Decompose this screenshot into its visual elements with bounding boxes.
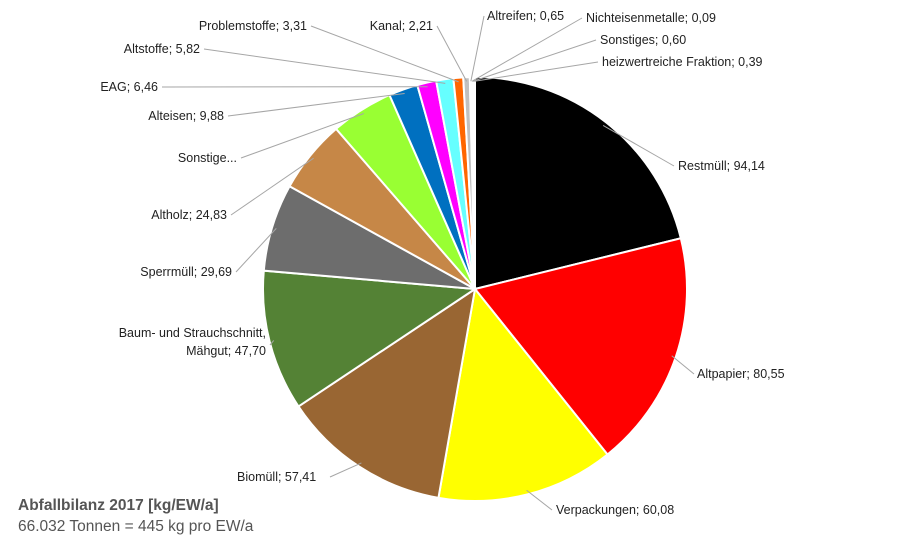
chart-title: Abfallbilanz 2017 [kg/EW/a] bbox=[18, 497, 219, 514]
data-label: Alteisen; 9,88 bbox=[148, 109, 224, 123]
pie-slice-baum-und-strauchschnitt-mähgut bbox=[262, 269, 478, 408]
leader-line bbox=[602, 125, 675, 167]
data-label: Sonstige... bbox=[178, 151, 237, 165]
data-label: Altholz; 24,83 bbox=[151, 208, 227, 222]
leader-line bbox=[329, 462, 362, 478]
leader-line bbox=[671, 355, 695, 375]
data-label: Verpackungen; 60,08 bbox=[556, 503, 674, 517]
data-label: Sonstiges; 0,60 bbox=[600, 33, 686, 47]
leader-line bbox=[310, 25, 459, 83]
data-label: Kanal; 2,21 bbox=[370, 19, 433, 33]
leader-line bbox=[470, 15, 485, 82]
pie-slice-altpapier bbox=[473, 237, 688, 456]
data-label: Baum- und Strauchschnitt, Mähgut; 47,70 bbox=[119, 326, 266, 358]
data-label: Altstoffe; 5,82 bbox=[124, 42, 200, 56]
pie-slices bbox=[262, 75, 688, 502]
leader-lines bbox=[161, 15, 695, 511]
data-label: Biomüll; 57,41 bbox=[237, 470, 316, 484]
pie-slice-verpackungen bbox=[437, 286, 609, 502]
pie-slice-biomüll bbox=[297, 286, 477, 499]
data-label: Nichteisenmetalle; 0,09 bbox=[586, 11, 716, 25]
leader-line bbox=[227, 93, 405, 117]
data-label: Altpapier; 80,55 bbox=[697, 367, 785, 381]
data-label: Altreifen; 0,65 bbox=[487, 9, 564, 23]
data-label: Sperrmüll; 29,69 bbox=[140, 265, 232, 279]
data-label: heizwertreiche Fraktion; 0,39 bbox=[602, 55, 763, 69]
leader-line bbox=[235, 228, 277, 273]
leader-line bbox=[526, 489, 553, 511]
chart-caption: Abfallbilanz 2017 [kg/EW/a] 66.032 Tonne… bbox=[18, 497, 253, 536]
leader-line bbox=[436, 25, 468, 82]
leader-line bbox=[471, 17, 583, 82]
pie-slice-heizwertreiche-fraktion bbox=[472, 75, 476, 290]
pie-slice-restmüll bbox=[474, 75, 683, 291]
data-label: EAG; 6,46 bbox=[100, 80, 158, 94]
leader-line bbox=[230, 157, 314, 216]
leader-line bbox=[203, 48, 446, 84]
leader-line bbox=[472, 39, 597, 82]
data-labels: Restmüll; 94,14 Altpapier; 80,55 Verpackun… bbox=[100, 9, 784, 517]
data-label: Restmüll; 94,14 bbox=[678, 159, 765, 173]
leader-line bbox=[474, 61, 599, 82]
leader-line bbox=[240, 113, 364, 159]
chart-subtitle: 66.032 Tonnen = 445 kg pro EW/a bbox=[18, 518, 254, 535]
leader-line bbox=[269, 340, 275, 346]
data-label: Problemstoffe; 3,31 bbox=[199, 19, 307, 33]
